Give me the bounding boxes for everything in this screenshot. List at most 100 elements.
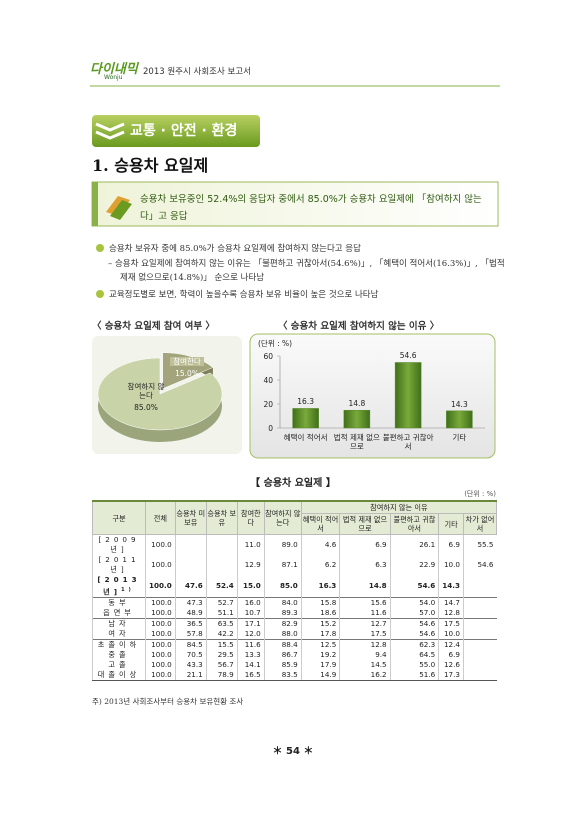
row-note: 1) bbox=[121, 587, 135, 593]
table-cell: 21.1 bbox=[174, 670, 207, 682]
table-cell: 17.1 bbox=[236, 618, 265, 630]
table-cell: 54.6 bbox=[389, 629, 439, 640]
table-title: 【 승용차 요일제 】 bbox=[250, 478, 336, 489]
table-cell bbox=[462, 670, 497, 682]
table-cell: 19.2 bbox=[300, 650, 340, 661]
table-cell: 15.2 bbox=[300, 618, 340, 630]
row-label-text: 중졸 bbox=[108, 650, 130, 660]
table-cell: 100.0 bbox=[145, 618, 176, 630]
table-cell: 10.0 bbox=[438, 629, 464, 640]
x-tick-label: 불편하고 귀찮아서 bbox=[382, 433, 434, 451]
row-label-text: 동부 bbox=[108, 598, 130, 608]
table-cell: 18.6 bbox=[300, 608, 340, 619]
table-cell: 84.0 bbox=[263, 597, 302, 609]
th: 혜택이 적어서 bbox=[300, 513, 341, 535]
row-label: 남자 bbox=[92, 618, 146, 630]
table-cell: 42.2 bbox=[205, 629, 238, 640]
table-cell: 17.5 bbox=[438, 618, 464, 630]
table-cell: 100.0 bbox=[145, 608, 176, 619]
header-row: 혜택이 적어서 법적 제재 없으므로 불편하고 귀찮아서 기타 차가 없어서 bbox=[93, 513, 498, 535]
footnote: 주) 2013년 사회조사부터 승용차 보유현황 조사 bbox=[92, 697, 244, 706]
row-label: 읍면부 bbox=[92, 608, 146, 619]
table-cell: 100.0 bbox=[145, 629, 176, 640]
table-cell: 56.7 bbox=[205, 660, 238, 671]
table-cell: 16.3 bbox=[300, 575, 340, 598]
value-label: 14.3 bbox=[451, 399, 468, 409]
table-row: 초졸이하 100.0 84.5 15.5 11.6 88.4 12.5 12.8 62.3 12.… bbox=[92, 639, 497, 651]
bar bbox=[446, 410, 473, 429]
row-label: [2013년]1) bbox=[92, 575, 146, 598]
table-cell: 15.8 bbox=[300, 597, 340, 609]
row-label: 여자 bbox=[92, 629, 146, 640]
pie-label: 참여하지 않는다 bbox=[127, 382, 165, 400]
table-cell: 12.4 bbox=[438, 639, 464, 651]
table-cell: 12.7 bbox=[339, 618, 391, 630]
table-cell: 12.8 bbox=[438, 608, 464, 619]
table-cell: 9.4 bbox=[339, 650, 391, 661]
table-row: 중졸 100.0 70.5 29.5 13.3 86.7 19.2 9.4 64.5 6.9 bbox=[92, 650, 497, 661]
th: 전체 bbox=[145, 500, 176, 535]
table-cell: 26.1 bbox=[389, 534, 439, 555]
table-cell: 100.0 bbox=[145, 639, 176, 651]
bar bbox=[343, 409, 371, 429]
sub-bullet: – 승용차 요일제에 참여하지 않는 이유는 「불편하고 귀찮아서(54.6%)… bbox=[108, 259, 505, 283]
table-cell: 54.6 bbox=[389, 575, 439, 598]
th: 참여하지 않는다 bbox=[263, 500, 302, 535]
table-cell: 17.3 bbox=[438, 670, 464, 682]
table-cell: 54.6 bbox=[462, 555, 497, 575]
row-label-text: [2011년] bbox=[98, 555, 140, 574]
table-cell: 57.8 bbox=[174, 629, 207, 640]
pie-label: 참여한다 bbox=[170, 357, 204, 366]
table-cell: 29.5 bbox=[205, 650, 238, 661]
table-row: 읍면부 100.0 48.9 51.1 10.7 89.3 18.6 11.6 57.0 12.8 bbox=[92, 608, 497, 619]
unit: (단위 : %) bbox=[258, 339, 293, 348]
table-cell: 51.1 bbox=[205, 608, 238, 619]
table-unit: (단위 : %) bbox=[464, 490, 496, 498]
table-cell: 47.6 bbox=[174, 575, 207, 598]
table-cell: 55.5 bbox=[462, 534, 497, 555]
table-cell: 6.9 bbox=[438, 534, 464, 555]
summary-icon bbox=[110, 200, 132, 220]
table-cell: 16.2 bbox=[339, 670, 391, 682]
table-row: 여자 100.0 57.8 42.2 12.0 88.0 17.8 17.5 54.6 10.0 bbox=[92, 629, 497, 640]
table-cell: 12.0 bbox=[236, 629, 265, 640]
row-label: 초졸이하 bbox=[92, 639, 146, 651]
table-cell: 89.0 bbox=[263, 534, 302, 555]
row-label: 대졸이상 bbox=[92, 670, 146, 682]
table-cell: 54.0 bbox=[389, 597, 439, 609]
table-cell: 15.5 bbox=[205, 639, 238, 651]
row-label: 동부 bbox=[92, 597, 146, 609]
table-cell: 88.4 bbox=[263, 639, 302, 651]
table-cell: 57.0 bbox=[389, 608, 439, 619]
table-cell: 100.0 bbox=[145, 660, 176, 671]
table-cell: 14.9 bbox=[300, 670, 340, 682]
table-cell: 83.5 bbox=[263, 670, 302, 682]
x-tick-label: 기타 bbox=[452, 433, 467, 442]
x-tick-label: 혜택이 적어서 bbox=[283, 433, 328, 442]
table-cell: 36.5 bbox=[174, 618, 207, 630]
row-label: 고졸 bbox=[92, 660, 146, 671]
table-cell: 78.9 bbox=[205, 670, 238, 682]
pie-slice bbox=[97, 357, 223, 431]
table-cell: 11.0 bbox=[236, 534, 265, 555]
chart-title: 〈 승용차 요일제 참여하지 않는 이유 〉 bbox=[278, 321, 440, 332]
table-row: 남자 100.0 36.5 63.5 17.1 82.9 15.2 12.7 54.6 17.5 bbox=[92, 618, 497, 630]
x-tick-label: 법적 제재 없으므로 bbox=[333, 433, 380, 451]
table-cell: 22.9 bbox=[389, 555, 439, 575]
table-cell: 12.8 bbox=[339, 639, 391, 651]
table-row: 고졸 100.0 43.3 56.7 14.1 85.9 17.9 14.5 55.0 12.6 bbox=[92, 660, 497, 671]
page-number: ＊ 54 ＊ bbox=[272, 746, 314, 757]
table-cell: 100.0 bbox=[145, 670, 176, 682]
table-cell: 17.5 bbox=[339, 629, 391, 640]
bar bbox=[394, 362, 422, 429]
table-cell: 52.4 bbox=[205, 575, 238, 598]
row-label-text: 대졸이상 bbox=[97, 670, 141, 680]
table-cell: 85.9 bbox=[263, 660, 302, 671]
y-tick-label: 0 bbox=[268, 423, 273, 433]
table-cell: 14.8 bbox=[339, 575, 391, 598]
summary: 승용차 보유중인 52.4%의 응답자 중에서 85.0%가 승용차 요일제에 … bbox=[140, 194, 482, 222]
section-banner bbox=[92, 115, 260, 147]
table-cell bbox=[462, 608, 497, 619]
bullet: 교육정도별로 보면, 학력이 높을수록 승용차 보유 비율이 높은 것으로 나타… bbox=[96, 288, 501, 302]
